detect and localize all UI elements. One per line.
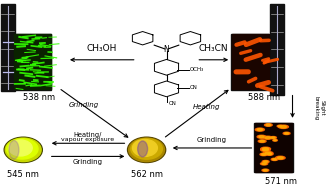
Ellipse shape (131, 139, 163, 159)
Ellipse shape (273, 139, 277, 141)
Text: CH₃OH: CH₃OH (87, 44, 117, 53)
Ellipse shape (277, 157, 283, 159)
Ellipse shape (271, 158, 278, 160)
Ellipse shape (255, 128, 264, 131)
Ellipse shape (262, 169, 269, 171)
Ellipse shape (4, 137, 42, 163)
Ellipse shape (260, 140, 264, 142)
Ellipse shape (9, 140, 19, 159)
Text: OCH₃: OCH₃ (190, 67, 204, 72)
Ellipse shape (266, 124, 271, 126)
Text: 588 nm: 588 nm (248, 93, 280, 102)
Ellipse shape (280, 126, 286, 128)
Ellipse shape (273, 159, 276, 160)
Ellipse shape (263, 136, 272, 139)
Bar (254, 123, 292, 172)
Ellipse shape (260, 153, 267, 156)
Ellipse shape (5, 138, 41, 162)
Ellipse shape (277, 125, 283, 127)
Ellipse shape (268, 153, 272, 155)
Text: vapour exposure: vapour exposure (61, 137, 115, 142)
Text: 538 nm: 538 nm (23, 93, 55, 102)
Bar (232, 34, 269, 89)
Text: 545 nm: 545 nm (7, 170, 39, 180)
Text: CN: CN (169, 101, 177, 106)
Text: CH₃CN: CH₃CN (199, 44, 228, 53)
Ellipse shape (264, 161, 268, 162)
Bar (14, 34, 51, 89)
Bar (270, 5, 284, 94)
Text: Heating/: Heating/ (74, 132, 102, 138)
Ellipse shape (133, 139, 158, 156)
Ellipse shape (261, 148, 270, 151)
Text: 562 nm: 562 nm (131, 170, 163, 180)
Text: Grinding: Grinding (73, 159, 103, 165)
Ellipse shape (271, 137, 275, 138)
Ellipse shape (261, 147, 270, 150)
Ellipse shape (270, 136, 276, 139)
Text: CN: CN (190, 85, 197, 90)
Ellipse shape (266, 153, 273, 155)
Ellipse shape (264, 124, 272, 126)
Ellipse shape (261, 154, 266, 155)
Bar (1, 5, 15, 91)
Ellipse shape (283, 132, 290, 135)
Ellipse shape (259, 136, 264, 138)
Ellipse shape (258, 140, 266, 143)
Text: 571 nm: 571 nm (265, 177, 297, 186)
Text: Heating: Heating (192, 104, 220, 110)
Ellipse shape (260, 163, 268, 165)
Ellipse shape (263, 170, 267, 171)
Ellipse shape (265, 137, 270, 139)
Text: Grinding: Grinding (197, 137, 227, 143)
Ellipse shape (263, 149, 268, 151)
Ellipse shape (263, 148, 269, 150)
Bar (231, 33, 269, 90)
Bar (255, 123, 292, 172)
Ellipse shape (284, 133, 289, 134)
Ellipse shape (9, 140, 32, 156)
Ellipse shape (129, 138, 165, 162)
Ellipse shape (265, 152, 271, 154)
Ellipse shape (278, 125, 282, 127)
Ellipse shape (257, 129, 263, 131)
Ellipse shape (7, 139, 38, 159)
Ellipse shape (128, 137, 166, 163)
Ellipse shape (262, 163, 266, 165)
Text: Grinding: Grinding (69, 102, 99, 108)
Ellipse shape (262, 160, 269, 163)
Ellipse shape (276, 156, 285, 160)
Text: N: N (164, 45, 169, 54)
Ellipse shape (274, 140, 276, 141)
Ellipse shape (257, 135, 266, 138)
Bar (13, 33, 51, 90)
Text: Slight
breaking: Slight breaking (314, 95, 324, 120)
Ellipse shape (278, 125, 288, 129)
Ellipse shape (263, 152, 273, 155)
Ellipse shape (138, 141, 148, 157)
